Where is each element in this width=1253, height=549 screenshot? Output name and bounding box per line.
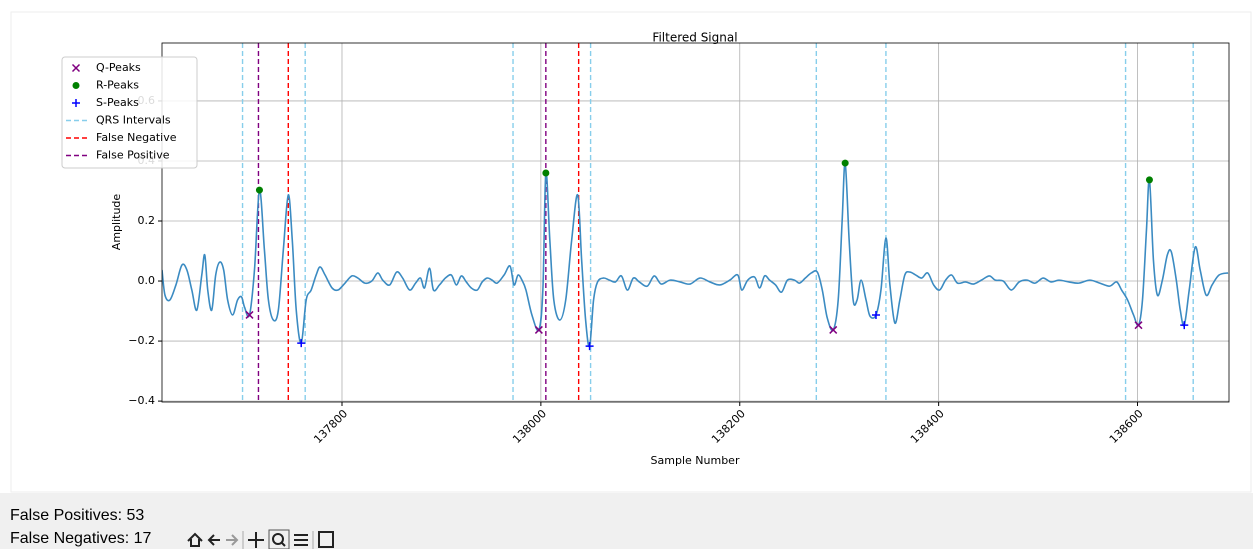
legend-symbol xyxy=(72,99,80,107)
marker xyxy=(871,310,880,319)
marker xyxy=(841,159,849,167)
marker xyxy=(1134,321,1143,330)
zoom-button[interactable] xyxy=(272,533,284,545)
y-axis-label: Amplitude xyxy=(110,194,123,251)
legend-label: False Negative xyxy=(96,131,177,144)
signal-line xyxy=(162,162,1229,348)
legend-label: False Positive xyxy=(96,149,170,162)
marker xyxy=(245,310,254,319)
status-bar: False Positives: 53 False Negatives: 17 xyxy=(0,493,1253,549)
marker xyxy=(255,186,263,194)
y-tick-label: −0.4 xyxy=(128,394,155,407)
status-text: False Positives: 53 xyxy=(10,507,145,524)
marker xyxy=(829,325,838,334)
legend-label: R-Peaks xyxy=(96,79,139,92)
figure xyxy=(10,11,1252,493)
toolbar xyxy=(187,529,334,549)
y-tick-label: −0.2 xyxy=(128,334,155,347)
plot-frame xyxy=(161,42,1230,403)
marker xyxy=(542,169,550,177)
back-button[interactable] xyxy=(207,534,220,546)
zoom-button-frame xyxy=(268,529,290,549)
pan-button[interactable] xyxy=(248,532,264,548)
marker xyxy=(297,339,306,348)
home-button[interactable] xyxy=(187,532,203,547)
status-text: False Negatives: 17 xyxy=(10,530,152,547)
legend-label: QRS Intervals xyxy=(96,114,171,127)
legend-symbol xyxy=(72,82,80,89)
marker xyxy=(585,342,594,351)
marker xyxy=(534,325,543,334)
save-button[interactable] xyxy=(318,531,334,548)
plot-area xyxy=(162,43,1229,402)
legend-box xyxy=(61,56,198,169)
marker xyxy=(1145,176,1153,184)
chart: Filtered Signal Sample Number Amplitude … xyxy=(10,11,1252,493)
x-axis-label: Sample Number xyxy=(651,454,740,467)
configure-button[interactable] xyxy=(294,534,308,546)
marker xyxy=(1180,321,1189,330)
legend-label: S-Peaks xyxy=(96,96,139,109)
y-tick-label: 0.2 xyxy=(138,214,156,227)
y-tick-label: 0.0 xyxy=(138,274,156,287)
legend-symbol xyxy=(71,63,81,73)
chart-title: Filtered Signal xyxy=(652,31,737,45)
legend-label: Q-Peaks xyxy=(96,61,141,74)
forward-button[interactable] xyxy=(226,534,239,546)
